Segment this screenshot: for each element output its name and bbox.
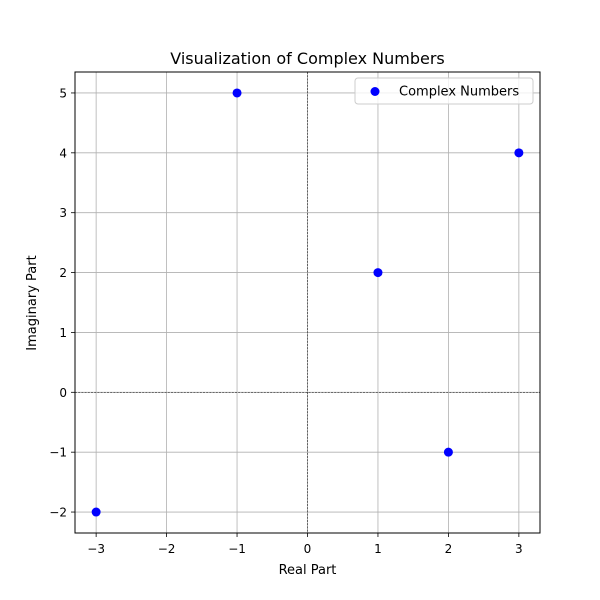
x-tick-label: −3 bbox=[87, 542, 105, 556]
x-tick-label: 0 bbox=[304, 542, 312, 556]
y-tick-label: 1 bbox=[59, 326, 67, 340]
data-points bbox=[91, 88, 524, 517]
y-tick-label: −2 bbox=[49, 506, 67, 520]
y-tick-label: 4 bbox=[59, 146, 67, 160]
chart-title: Visualization of Complex Numbers bbox=[170, 49, 445, 68]
data-point bbox=[514, 148, 524, 158]
legend-box bbox=[354, 77, 534, 105]
y-tick-label: 5 bbox=[59, 86, 67, 100]
data-point bbox=[373, 268, 383, 278]
x-axis-label: Real Part bbox=[279, 563, 337, 578]
x-tick-label: −2 bbox=[158, 542, 176, 556]
axis-ticks: −3 −2 −1 0 1 2 3 −2 −1 0 1 2 3 4 5 bbox=[49, 86, 522, 556]
data-point bbox=[232, 88, 242, 98]
legend-marker bbox=[370, 87, 380, 96]
data-point bbox=[443, 447, 453, 457]
x-tick-label: 3 bbox=[515, 542, 523, 556]
x-tick-label: −1 bbox=[228, 542, 246, 556]
legend: Complex Numbers bbox=[354, 77, 534, 105]
zero-lines bbox=[75, 72, 540, 533]
y-tick-label: 3 bbox=[59, 206, 67, 220]
y-tick-label: 2 bbox=[59, 266, 67, 280]
y-axis-label: Imaginary Part bbox=[25, 255, 40, 350]
y-tick-label: −1 bbox=[49, 446, 67, 460]
data-point bbox=[91, 507, 101, 517]
legend-label: Complex Numbers bbox=[399, 85, 519, 100]
y-tick-label: 0 bbox=[59, 386, 67, 400]
x-tick-label: 1 bbox=[374, 542, 382, 556]
x-tick-label: 2 bbox=[445, 542, 453, 556]
